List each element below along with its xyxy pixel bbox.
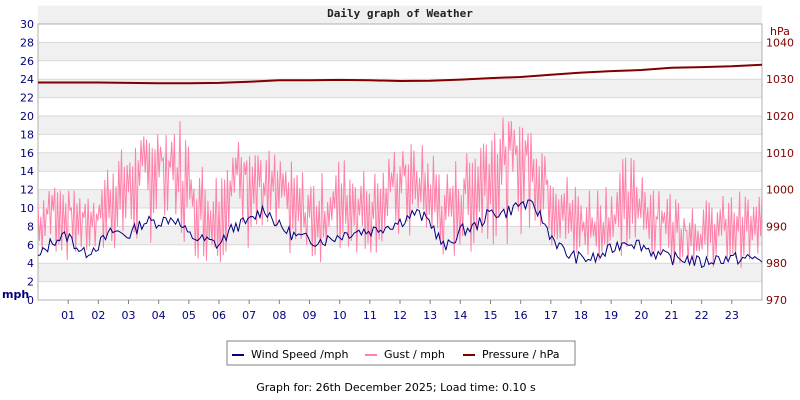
x-tick: 23 — [725, 309, 739, 322]
y-tick-left: 6 — [27, 239, 34, 252]
y-tick-left: 0 — [27, 294, 34, 307]
x-tick: 18 — [574, 309, 588, 322]
y-tick-left: 4 — [27, 257, 34, 270]
y-tick-left: 10 — [20, 202, 34, 215]
x-tick: 16 — [514, 309, 528, 322]
x-tick: 21 — [665, 309, 679, 322]
x-tick: 17 — [544, 309, 558, 322]
footer-text: Graph for: 26th December 2025; Load time… — [256, 381, 536, 394]
x-tick: 19 — [604, 309, 618, 322]
y-tick-left: 16 — [20, 147, 34, 160]
grid-band — [38, 116, 762, 135]
wind-speed-line — [37, 199, 763, 269]
grid-band — [38, 5, 762, 24]
y-tick-right: 970 — [766, 294, 787, 307]
y-tick-right: 990 — [766, 220, 787, 233]
y-tick-left: 14 — [20, 165, 34, 178]
y-tick-left: 18 — [20, 128, 34, 141]
y-unit-left: mph — [2, 288, 29, 301]
x-tick: 12 — [393, 309, 407, 322]
y-tick-left: 22 — [20, 92, 34, 105]
x-tick: 04 — [152, 309, 166, 322]
x-tick: 10 — [333, 309, 347, 322]
grid-band — [38, 226, 762, 245]
x-tick: 15 — [484, 309, 498, 322]
y-tick-right: 1000 — [766, 184, 794, 197]
x-tick: 01 — [61, 309, 75, 322]
y-tick-left: 12 — [20, 184, 34, 197]
legend-label: Pressure / hPa — [482, 348, 560, 361]
grid-band — [38, 42, 762, 61]
y-tick-left: 8 — [27, 220, 34, 233]
x-tick: 11 — [363, 309, 377, 322]
y-tick-left: 28 — [20, 36, 34, 49]
x-tick: 09 — [303, 309, 317, 322]
y-tick-right: 1030 — [766, 73, 794, 86]
y-tick-left: 26 — [20, 55, 34, 68]
legend-label: Wind Speed /mph — [251, 348, 349, 361]
legend-box — [226, 340, 576, 366]
x-tick: 20 — [634, 309, 648, 322]
grid-band — [38, 152, 762, 172]
x-tick: 14 — [453, 309, 467, 322]
y-tick-right: 1010 — [766, 147, 794, 160]
x-tick: 13 — [423, 309, 437, 322]
x-tick: 03 — [122, 309, 136, 322]
x-tick: 05 — [182, 309, 196, 322]
x-tick: 22 — [695, 309, 709, 322]
y-tick-left: 30 — [20, 18, 34, 31]
x-tick: 07 — [242, 309, 256, 322]
x-tick: 06 — [212, 309, 226, 322]
gust-line — [37, 117, 763, 268]
grid-band — [38, 263, 762, 282]
y-tick-right: 980 — [766, 257, 787, 270]
y-tick-right: 1040 — [766, 36, 794, 49]
y-tick-left: 2 — [27, 276, 34, 289]
y-tick-left: 24 — [20, 73, 34, 86]
pressure-line — [38, 63, 763, 85]
x-tick: 08 — [272, 309, 286, 322]
x-tick: 02 — [91, 309, 105, 322]
y-tick-left: 20 — [20, 110, 34, 123]
legend-label: Gust / mph — [384, 348, 445, 361]
chart-title: Daily graph of Weather — [327, 7, 473, 20]
y-tick-right: 1020 — [766, 110, 794, 123]
y-unit-right: hPa — [770, 25, 790, 38]
